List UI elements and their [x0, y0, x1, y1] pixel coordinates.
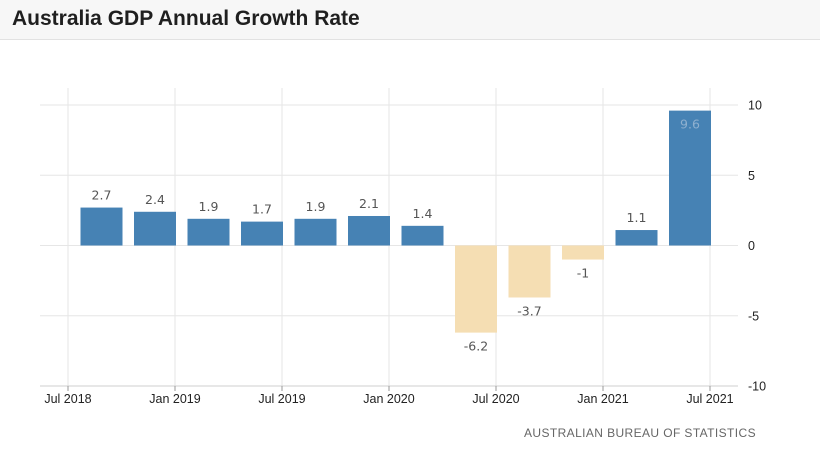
bars: [80, 110, 711, 333]
bar-apr-2019[interactable]: [241, 221, 283, 246]
bar-value-label: 1.1: [627, 210, 647, 225]
x-tick-label: Jan 2020: [363, 392, 414, 406]
bar-value-label: -6.2: [464, 339, 488, 354]
y-tick-label: -5: [748, 309, 759, 323]
bar-jan-2021[interactable]: [615, 230, 658, 246]
y-axis-ticks: 10 5 0 -5 -10: [748, 99, 766, 394]
bar-value-label: 1.9: [199, 199, 219, 214]
bar-value-label: 1.9: [306, 199, 326, 214]
x-tick-label: Jul 2021: [686, 392, 733, 406]
bar-value-label: 2.1: [359, 196, 379, 211]
bar-value-label: 1.7: [252, 202, 272, 217]
bar-jul-2018[interactable]: [80, 207, 123, 246]
bar-value-label: -3.7: [517, 303, 541, 318]
value-labels: 2.7 2.4 1.9 1.7 1.9 2.1 1.4 -6.2 -3.7 -1 1.1 9.6: [92, 117, 700, 354]
bar-value-label: -1: [577, 266, 589, 281]
bar-apr-2021[interactable]: [669, 110, 711, 246]
x-tick-label: Jan 2019: [149, 392, 200, 406]
bar-value-label: 9.6: [680, 117, 700, 132]
bar-jul-2019[interactable]: [294, 218, 337, 246]
bar-value-label: 2.4: [145, 192, 165, 207]
x-axis-ticks: Jul 2018 Jan 2019 Jul 2019 Jan 2020 Jul 2020…: [44, 386, 734, 406]
x-tick-label: Jan 2021: [577, 392, 628, 406]
x-tick-label: Jul 2019: [258, 392, 305, 406]
bar-oct-2018[interactable]: [134, 211, 176, 246]
bar-oct-2020[interactable]: [562, 245, 604, 260]
bar-value-label: 2.7: [92, 188, 112, 203]
bar-jul-2020[interactable]: [508, 245, 551, 298]
y-tick-label: 10: [748, 99, 762, 113]
bar-oct-2019[interactable]: [348, 215, 390, 246]
x-tick-label: Jul 2020: [472, 392, 519, 406]
y-tick-label: 0: [748, 239, 755, 253]
x-tick-label: Jul 2018: [44, 392, 91, 406]
source-credit: AUSTRALIAN BUREAU OF STATISTICS: [524, 426, 756, 440]
bar-value-label: 1.4: [413, 206, 433, 221]
page-title: Australia GDP Annual Growth Rate: [12, 7, 360, 30]
y-tick-label: 5: [748, 169, 755, 183]
bar-jan-2020[interactable]: [401, 225, 444, 246]
y-tick-label: -10: [748, 380, 766, 394]
bar-jan-2019[interactable]: [187, 218, 230, 246]
header: Australia GDP Annual Growth Rate: [0, 0, 820, 40]
bar-apr-2020[interactable]: [455, 245, 497, 333]
